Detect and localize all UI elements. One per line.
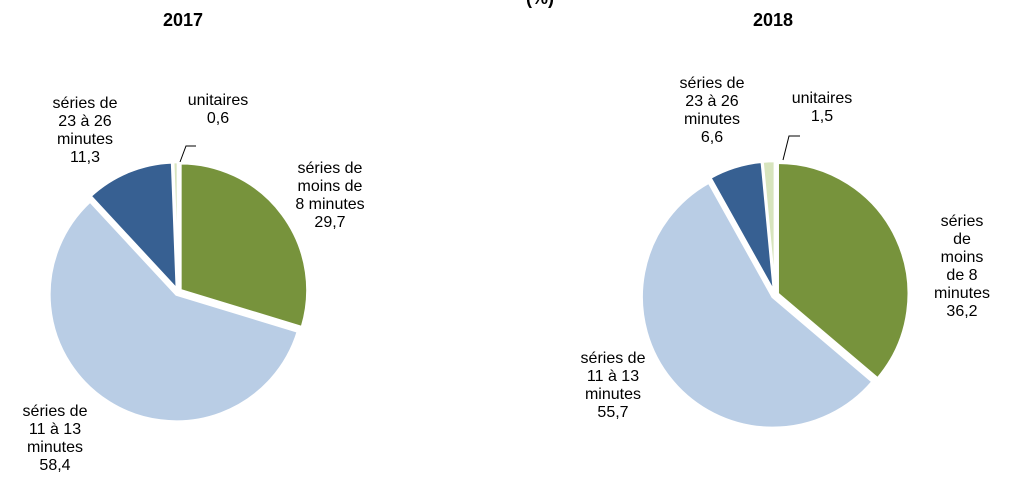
value-label: 36,2: [946, 303, 978, 320]
value-label: 0,6: [206, 110, 230, 127]
main-title: (%): [526, 0, 554, 9]
pie-slice: [48, 199, 300, 423]
slice-label: séries de moins de 8 minutes 29,7: [295, 160, 364, 232]
slice-label: unitaires 1,5: [792, 90, 852, 126]
category-label: séries de 11 à 13 minutes: [580, 350, 646, 403]
pie-slice: [761, 159, 777, 293]
category-label: séries de moins de 8 minutes: [933, 213, 991, 302]
pie-slice: [88, 161, 179, 293]
value-label: 58,4: [39, 457, 71, 474]
category-label: séries de 11 à 13 minutes: [22, 403, 88, 456]
value-label: 29,7: [314, 214, 346, 231]
chart-title: 2017: [162, 10, 204, 30]
category-label: unitaires: [791, 90, 853, 107]
value-label: 55,7: [597, 404, 629, 421]
category-label: unitaires: [187, 92, 249, 109]
slice-label: unitaires 0,6: [188, 92, 248, 128]
leader-line: [782, 135, 800, 161]
chart-title: 2018: [752, 10, 794, 30]
leader-line: [179, 145, 196, 163]
category-label: séries de moins de 8 minutes: [295, 160, 365, 213]
slice-label: séries de 11 à 13 minutes 55,7: [581, 350, 646, 422]
pie-slice: [179, 161, 309, 329]
slice-label: séries de 23 à 26 minutes 6,6: [680, 75, 745, 147]
pie-slice: [776, 161, 910, 381]
category-label: séries de 23 à 26 minutes: [679, 75, 745, 128]
slice-label: séries de 11 à 13 minutes 58,4: [23, 403, 88, 475]
value-label: 11,3: [70, 149, 100, 166]
value-label: 1,5: [810, 108, 834, 125]
category-label: séries de 23 à 26 minutes: [52, 95, 118, 148]
slice-label: séries de moins de 8 minutes 36,2: [933, 213, 992, 321]
value-label: 6,6: [700, 129, 724, 146]
pie-slice: [171, 160, 180, 290]
pie-slice: [640, 180, 875, 430]
slice-label: séries de 23 à 26 minutes 11,3: [53, 95, 118, 167]
